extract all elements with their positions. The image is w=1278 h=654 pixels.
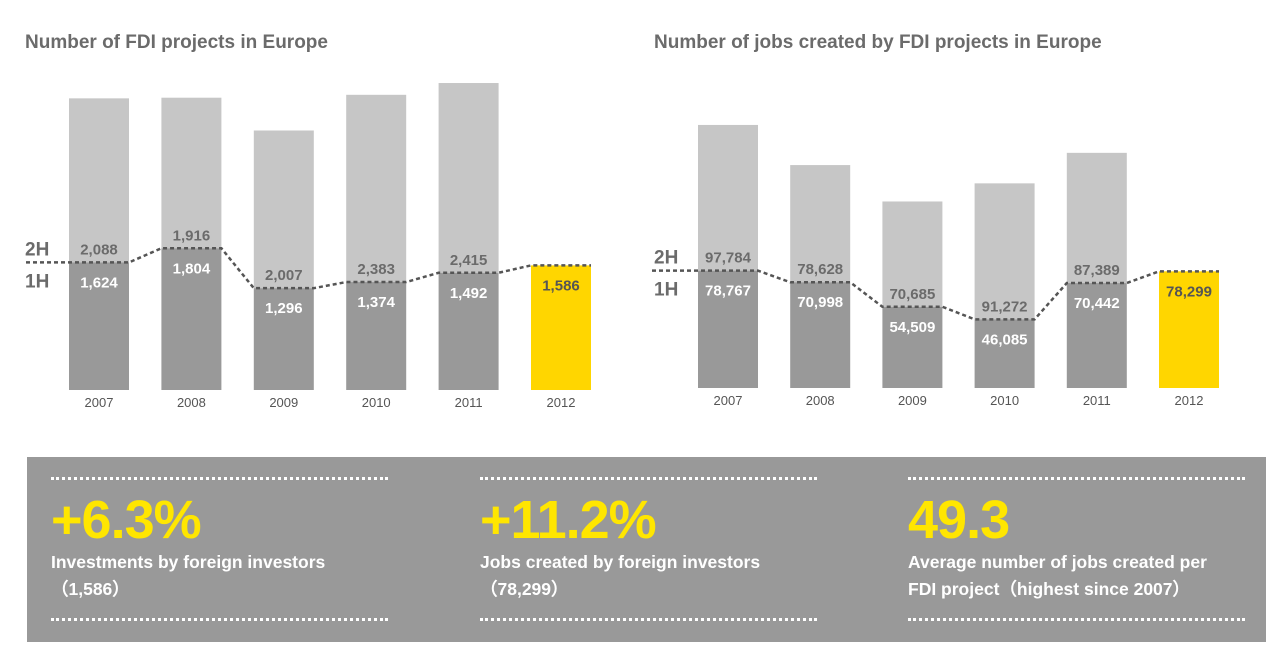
divider-bottom [480, 618, 817, 621]
label-1h: 1,296 [265, 300, 303, 317]
divider-top [480, 477, 817, 480]
dashed-line-1h [652, 269, 1219, 321]
label-1h: 78,767 [705, 283, 751, 300]
x-tick-label: 2009 [269, 395, 298, 410]
bar-1h [346, 282, 407, 390]
divider-top [51, 477, 388, 480]
stat-desc-line: （1,586） [51, 579, 130, 599]
divider-bottom [51, 618, 388, 621]
bar-1h [253, 288, 314, 390]
bar-2h [438, 83, 499, 273]
label-2h: 2,007 [265, 267, 303, 284]
stat-value: 49.3 [908, 490, 1010, 550]
bar-1h [1066, 283, 1127, 388]
label-2h: 2,088 [80, 241, 118, 258]
label-1h: 1,624 [80, 274, 118, 291]
bar-1h [698, 270, 758, 388]
label-1h: 70,998 [797, 294, 843, 311]
legend-2h-label: 2H [25, 239, 49, 260]
stat-value: +11.2% [480, 490, 657, 550]
bar-2h [882, 201, 943, 307]
bar-1h [438, 272, 499, 390]
bar-1h [161, 248, 222, 390]
x-tick-label: 2010 [990, 393, 1019, 408]
bar-1h [790, 282, 851, 388]
bar-2h [790, 165, 851, 283]
label-1h: 70,442 [1074, 295, 1120, 312]
label-1h: 1,586 [542, 277, 580, 294]
chart-fdi-projects: 1,624 2,088 2007 1,804 1,916 2008 1,296 2,007 20… [25, 83, 591, 410]
bar-2h [698, 124, 758, 271]
divider-top [908, 477, 1245, 480]
label-2h: 70,685 [889, 286, 935, 303]
label-2h: 91,272 [982, 298, 1028, 315]
x-tick-label: 2012 [547, 395, 576, 410]
stat-desc-line: （78,299） [480, 579, 569, 599]
label-2h: 97,784 [705, 250, 752, 267]
x-tick-label: 2008 [177, 395, 206, 410]
chart-title-projects: Number of FDI projects in Europe [25, 32, 328, 53]
bar-2h [974, 183, 1035, 320]
label-2h: 2,383 [357, 261, 395, 278]
label-1h: 78,299 [1166, 283, 1212, 300]
x-tick-label: 2011 [1083, 393, 1111, 408]
label-1h: 1,374 [357, 294, 395, 311]
stat-description: Investments by foreign investors （1,586） [51, 549, 388, 603]
label-1h: 1,804 [173, 260, 211, 277]
label-1h: 46,085 [982, 331, 1028, 348]
label-2h: 87,389 [1074, 262, 1120, 279]
x-tick-label: 2009 [898, 393, 927, 408]
stat-desc-line: Jobs created by foreign investors [480, 552, 761, 572]
x-tick-label: 2012 [1175, 393, 1204, 408]
bar-1h-highlight [1159, 271, 1219, 388]
bar-1h [974, 319, 1035, 388]
stat-jobs: +11.2% Jobs created by foreign investors… [480, 477, 817, 621]
bar-1h [882, 306, 943, 388]
summary-panel: +6.3% Investments by foreign investors （… [27, 457, 1266, 642]
stat-description: Average number of jobs created per FDI p… [908, 549, 1245, 603]
x-tick-label: 2008 [806, 393, 835, 408]
x-tick-label: 2007 [714, 393, 743, 408]
x-tick-label: 2010 [362, 395, 391, 410]
bar-2h [1066, 152, 1127, 284]
divider-bottom [908, 618, 1245, 621]
label-2h: 78,628 [797, 261, 843, 278]
stat-desc-line: Average number of jobs created per [908, 552, 1207, 572]
legend-2h-label: 2H [654, 248, 678, 269]
legend-1h-label: 1H [25, 271, 49, 292]
label-2h: 2,415 [450, 252, 488, 269]
x-tick-label: 2007 [85, 395, 114, 410]
stat-description: Jobs created by foreign investors （78,29… [480, 549, 817, 603]
label-1h: 54,509 [889, 319, 935, 336]
dashed-line-1h [26, 247, 591, 290]
chart-fdi-jobs: 78,767 97,784 2007 70,998 78,628 2008 54,509 70… [652, 124, 1219, 408]
stat-avg-jobs: 49.3 Average number of jobs created per … [908, 477, 1245, 621]
stat-value: +6.3% [51, 490, 202, 550]
stat-desc-line: Investments by foreign investors [51, 552, 326, 572]
label-2h: 1,916 [173, 227, 211, 244]
legend-1h-label: 1H [654, 280, 678, 301]
bar-2h [161, 97, 222, 249]
bar-2h [346, 94, 407, 283]
label-1h: 1,492 [450, 285, 488, 302]
chart-title-jobs: Number of jobs created by FDI projects i… [654, 32, 1102, 53]
x-tick-label: 2011 [455, 395, 483, 410]
stat-investments: +6.3% Investments by foreign investors （… [51, 477, 388, 621]
stat-desc-line: FDI project（highest since 2007） [908, 579, 1191, 599]
bar-1h [69, 262, 129, 390]
bar-2h [69, 98, 129, 263]
bar-1h-highlight [531, 265, 591, 390]
bar-2h [253, 130, 314, 289]
